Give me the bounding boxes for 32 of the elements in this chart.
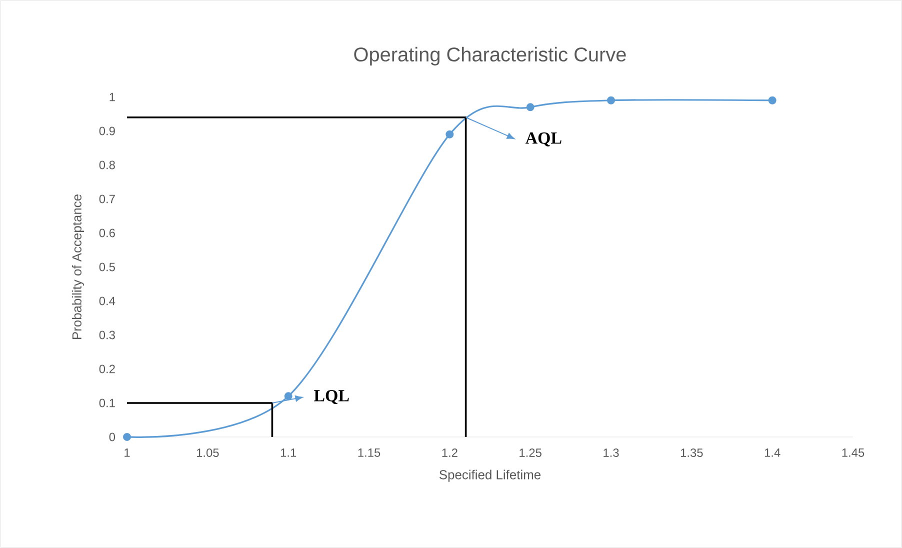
x-tick-label: 1.05 bbox=[196, 448, 219, 457]
point bbox=[446, 130, 454, 138]
y-tick-label: 0.9 bbox=[99, 126, 115, 136]
annotation: LQL bbox=[314, 390, 349, 404]
annotation: AQL bbox=[526, 132, 562, 146]
x-tick-label: 1.2 bbox=[442, 448, 458, 457]
x-axis-title: Specified Lifetime bbox=[439, 470, 541, 482]
x-tick-label: 1.25 bbox=[520, 448, 542, 457]
point bbox=[284, 392, 292, 400]
y-tick-label: 0.7 bbox=[99, 194, 115, 204]
y-tick-label: 0.1 bbox=[99, 398, 115, 408]
x-tick-label: 1.45 bbox=[842, 448, 864, 457]
point bbox=[607, 96, 616, 104]
y-tick-label: 0.2 bbox=[99, 364, 115, 374]
x-tick-label: 1.15 bbox=[358, 448, 380, 457]
x-tick-label: 1.4 bbox=[764, 448, 780, 457]
point bbox=[123, 432, 132, 441]
chart-title: Operating Characteristic Curve bbox=[354, 46, 626, 66]
y-tick-label: 0.6 bbox=[99, 228, 115, 238]
y-tick-label: 0.8 bbox=[99, 160, 115, 170]
y-tick-label: 0.5 bbox=[99, 262, 115, 272]
point bbox=[768, 96, 776, 104]
x-tick-label: 1.35 bbox=[680, 448, 703, 457]
point bbox=[526, 103, 534, 112]
x-tick-label: 1.3 bbox=[604, 448, 619, 457]
y-tick-label: 0.3 bbox=[99, 330, 115, 340]
y-tick-label: 0 bbox=[109, 432, 116, 442]
y-tick-label: 0.4 bbox=[99, 296, 116, 306]
y-axis-title: Probability of Acceptance bbox=[72, 194, 84, 339]
x-tick-label: 1.1 bbox=[280, 448, 296, 457]
y-tick-label: 1 bbox=[110, 92, 115, 102]
x-tick-label: 1 bbox=[124, 448, 130, 457]
